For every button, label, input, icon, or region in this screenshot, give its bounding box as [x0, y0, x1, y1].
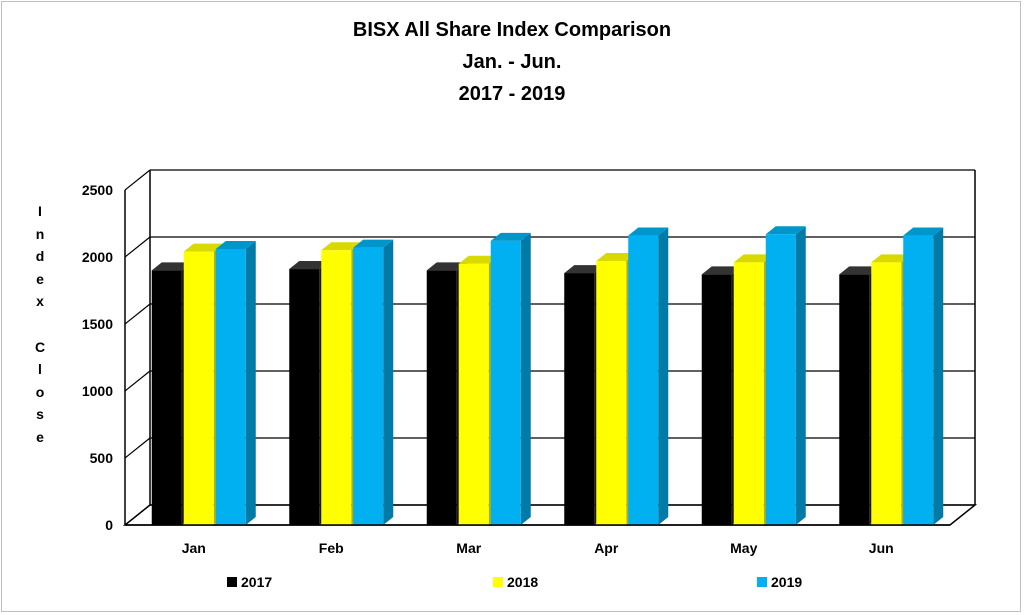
y-axis-label-letter: C — [34, 338, 46, 355]
bar-top-2018-May — [733, 254, 774, 263]
chart-title-line-1: BISX All Share Index Comparison — [352, 19, 672, 41]
y-axis-label-letter: o — [35, 383, 45, 400]
bar-top-2017-Apr — [564, 265, 605, 274]
bar-top-2019-Feb — [353, 239, 394, 248]
bar-top-2019-Jun — [903, 227, 944, 236]
bar-2018-May — [733, 262, 764, 525]
bar-side-2019-May — [795, 226, 806, 525]
bar-2017-Apr — [564, 273, 595, 525]
bar-2019-Apr — [628, 235, 659, 525]
bar-side-2019-Feb — [383, 239, 394, 525]
gridline-side — [124, 169, 151, 191]
bar-top-2019-May — [765, 226, 806, 235]
bar-top-2019-Mar — [490, 232, 531, 241]
gridline-side — [124, 303, 151, 325]
y-tick-label: 2000 — [82, 249, 113, 265]
bar-top-2017-Jan — [151, 262, 192, 271]
bar-top-2018-Mar — [458, 255, 499, 264]
bar-top-2018-Jun — [871, 254, 912, 263]
y-axis-label-letter: x — [36, 293, 44, 310]
y-tick-label: 2500 — [82, 182, 113, 198]
bar-2019-May — [765, 234, 796, 525]
bar-side-2019-Mar — [520, 232, 531, 526]
bar-2019-Jun — [903, 235, 934, 525]
legend-swatch-2017 — [227, 577, 237, 587]
legend-item-2017: 2017 — [227, 574, 272, 590]
bar-top-2018-Feb — [321, 242, 362, 251]
bar-top-2017-Mar — [426, 262, 467, 271]
x-tick-label: Jun — [869, 540, 894, 556]
y-tick-label: 500 — [90, 450, 114, 466]
bar-2017-Mar — [426, 270, 457, 525]
bar-top-2019-Apr — [628, 227, 669, 236]
gridline-side — [124, 370, 151, 392]
bar-side-2019-Jan — [245, 240, 256, 525]
x-tick-label: Jan — [182, 540, 206, 556]
x-tick-label: Apr — [594, 540, 619, 556]
y-tick-label: 1000 — [82, 383, 113, 399]
bar-top-2017-May — [701, 266, 742, 275]
legend-label-2019: 2019 — [771, 574, 803, 590]
bar-2018-Apr — [596, 261, 627, 525]
bar-top-2017-Jun — [839, 266, 880, 275]
bar-top-2017-Feb — [289, 261, 330, 270]
y-tick-label: 1500 — [82, 316, 113, 332]
chart-title-line-3: 2017 - 2019 — [458, 83, 566, 105]
bar-2019-Feb — [353, 247, 384, 525]
gridline-side — [124, 236, 151, 258]
bar-2019-Jan — [215, 248, 246, 525]
bar-2019-Mar — [490, 240, 521, 526]
legend-label-2018: 2018 — [507, 574, 539, 590]
y-axis-label-letter: e — [36, 270, 44, 287]
legend-label-2017: 2017 — [241, 574, 273, 590]
y-axis-label-letter: n — [35, 225, 45, 242]
bar-top-2019-Jan — [215, 240, 256, 249]
bar-side-2019-Apr — [658, 227, 669, 525]
legend: 2017 2018 2019 — [0, 574, 1024, 596]
y-axis-label-letter: I — [38, 203, 42, 219]
bar-2017-May — [701, 274, 732, 525]
legend-swatch-2018 — [493, 577, 503, 587]
x-tick-label: Mar — [456, 540, 481, 556]
bar-top-2018-Jan — [183, 243, 224, 252]
y-tick-label: 0 — [105, 517, 113, 533]
x-tick-label: May — [730, 540, 757, 556]
bar-2017-Jun — [839, 274, 870, 525]
y-axis-label-letter: l — [38, 361, 42, 378]
y-axis-label-letter: s — [36, 406, 44, 423]
chart-title: BISX All Share Index Comparison Jan. - J… — [0, 14, 1024, 110]
bar-2017-Feb — [289, 269, 320, 525]
bar-2018-Feb — [321, 250, 352, 526]
bar-2018-Jun — [871, 262, 902, 525]
bar-2018-Mar — [458, 263, 489, 525]
y-axis-label-letter: e — [36, 428, 44, 445]
bar-side-2019-Jun — [933, 227, 944, 525]
x-tick-label: Feb — [319, 540, 344, 556]
gridline-side — [124, 437, 151, 459]
bar-2018-Jan — [183, 251, 214, 525]
chart-title-line-2: Jan. - Jun. — [462, 51, 562, 73]
bar-2017-Jan — [151, 270, 182, 525]
legend-item-2018: 2018 — [493, 574, 538, 590]
y-axis-label: I n d e x C l o s e — [30, 200, 50, 449]
legend-item-2019: 2019 — [757, 574, 802, 590]
legend-swatch-2019 — [757, 577, 767, 587]
bar-top-2018-Apr — [596, 253, 637, 262]
y-axis-label-letter: d — [35, 248, 45, 265]
